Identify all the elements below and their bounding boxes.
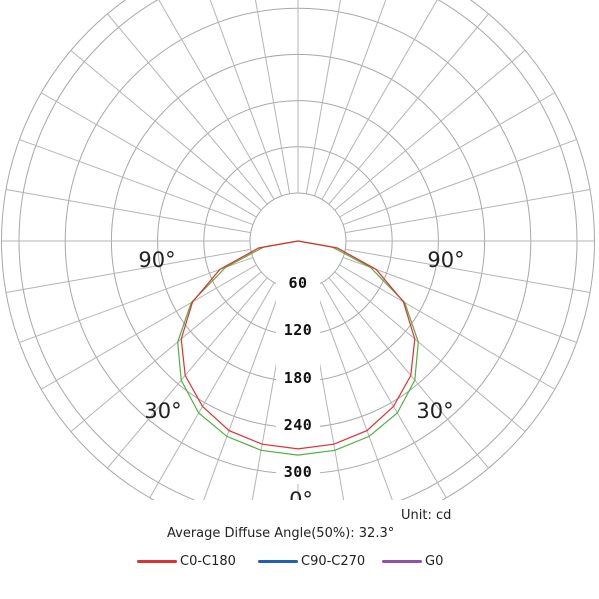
grid-spoke bbox=[328, 277, 489, 469]
polar-chart: 90° 90° 30° 30° 0° 60 120 180 240 300 bbox=[1, 0, 595, 500]
grid-spoke bbox=[70, 50, 262, 211]
extra-curve-0 bbox=[177, 240, 419, 456]
radial-tick-240: 240 bbox=[284, 416, 313, 434]
grid-spoke bbox=[339, 92, 556, 218]
grid-spoke bbox=[328, 13, 489, 205]
legend-item-c90-c270: C90-C270 bbox=[258, 553, 365, 569]
legend-swatch-g0 bbox=[382, 559, 422, 563]
grid-spoke bbox=[149, 282, 275, 499]
grid-spoke bbox=[40, 264, 257, 390]
legend-swatch-c0-c180 bbox=[137, 559, 177, 563]
grid-spoke bbox=[5, 189, 251, 234]
grid-spoke bbox=[5, 248, 251, 293]
grid-spoke bbox=[70, 271, 262, 432]
angle-label-0: 0° bbox=[289, 488, 313, 500]
legend-swatch-c90-c270 bbox=[258, 559, 298, 563]
grid-spoke bbox=[321, 282, 447, 499]
angle-label-right-30: 30° bbox=[416, 399, 453, 423]
radial-tick-300: 300 bbox=[284, 463, 313, 481]
grid-spoke bbox=[19, 256, 254, 343]
angle-label-left-90: 90° bbox=[138, 248, 175, 272]
grid-spoke bbox=[254, 0, 291, 194]
grid-spoke bbox=[305, 0, 342, 194]
radial-tick-180: 180 bbox=[284, 369, 313, 387]
grid-spoke bbox=[334, 50, 526, 211]
grid-spoke bbox=[203, 285, 283, 500]
unit-label: Unit: cd bbox=[401, 508, 452, 523]
grid-spoke bbox=[107, 13, 268, 205]
grid-spoke bbox=[345, 189, 591, 234]
curve-c0-c180 bbox=[180, 240, 416, 450]
grid-spoke bbox=[313, 285, 393, 500]
radial-tick-120: 120 bbox=[284, 321, 313, 339]
axis-labels: 90° 90° 30° 30° 0° 60 120 180 240 300 bbox=[138, 248, 464, 500]
legend-item-g0: G0 bbox=[382, 553, 443, 569]
grid-spoke bbox=[345, 248, 591, 293]
grid-spoke bbox=[158, 0, 275, 200]
legend-label: C0-C180 bbox=[180, 553, 236, 569]
grid-spoke bbox=[19, 139, 254, 226]
radial-tick-60: 60 bbox=[288, 274, 307, 292]
grid-spoke bbox=[342, 256, 577, 343]
grid-spoke bbox=[321, 0, 438, 200]
average-diffuse-angle: Average Diffuse Angle(50%): 32.3° bbox=[167, 526, 395, 541]
grid-spoke bbox=[334, 271, 526, 432]
grid-spoke bbox=[107, 277, 268, 469]
grid-spoke bbox=[209, 0, 283, 197]
legend-label: G0 bbox=[425, 553, 444, 569]
grid-spoke bbox=[342, 139, 577, 226]
grid-spoke bbox=[339, 264, 556, 390]
legend-item-c0-c180: C0-C180 bbox=[137, 553, 236, 569]
legend-label: C90-C270 bbox=[301, 553, 366, 569]
grid-spoke bbox=[40, 92, 257, 218]
legend: C0-C180 C90-C270 G0 bbox=[0, 553, 599, 569]
angle-label-right-90: 90° bbox=[427, 248, 464, 272]
grid-spoke bbox=[313, 0, 387, 197]
intensity-curves bbox=[177, 240, 419, 456]
angle-label-left-30: 30° bbox=[144, 399, 181, 423]
